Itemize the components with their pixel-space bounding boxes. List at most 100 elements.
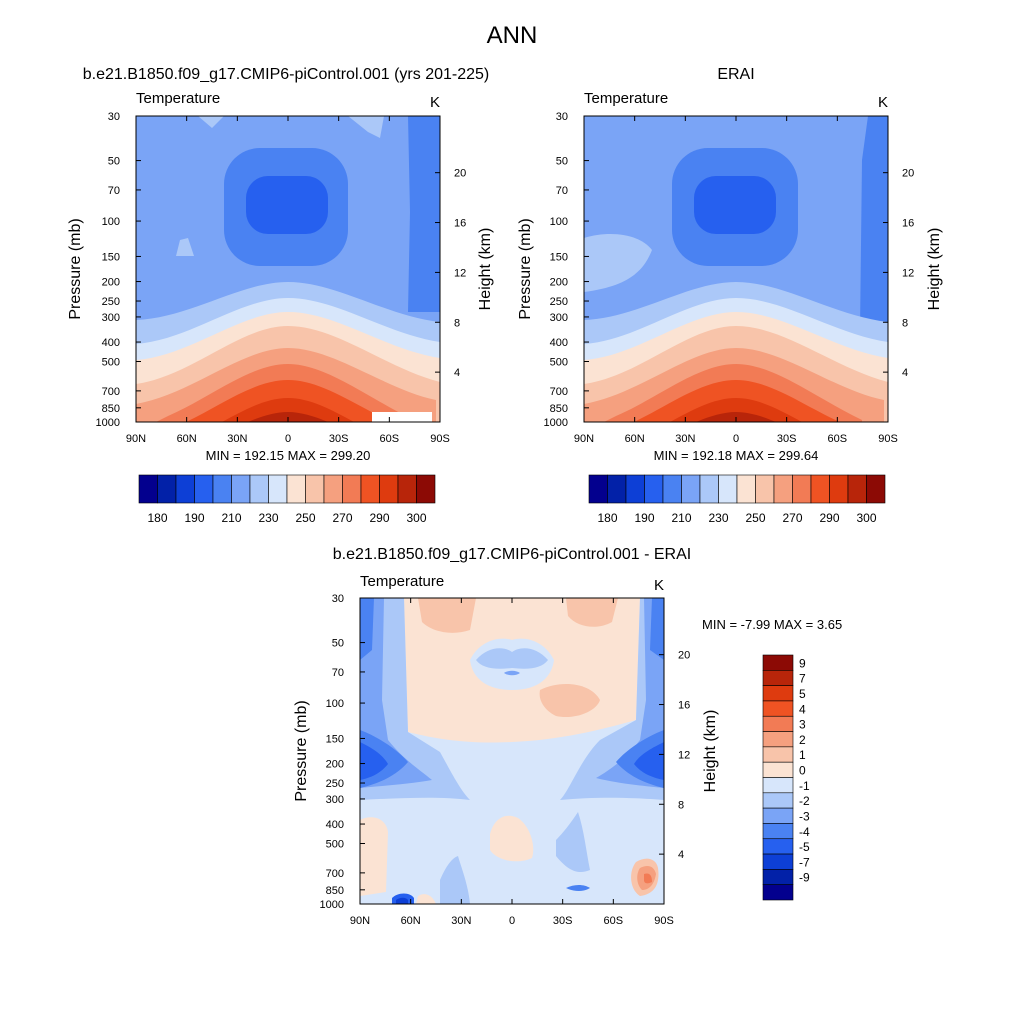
x-tick-label: 60N [401, 915, 421, 927]
min-max-stats: MIN = -7.99 MAX = 3.65 [702, 617, 842, 632]
colorbar-swatch [718, 474, 738, 504]
colorbar-swatch [762, 731, 794, 748]
colorbar-label: 0 [799, 764, 806, 778]
right-tick-label: 12 [454, 267, 466, 279]
y-axis-label: Pressure (mb) [293, 700, 310, 801]
x-tick-label: 0 [509, 915, 515, 927]
colorbar-swatch [755, 474, 775, 504]
colorbar-swatch [607, 474, 627, 504]
x-tick-label: 90N [574, 433, 594, 445]
colorbar-swatch [736, 474, 756, 504]
colorbar-swatch [588, 474, 608, 504]
y-tick-label: 700 [102, 386, 120, 398]
colorbar-swatch [762, 838, 794, 855]
colorbar-label: -4 [799, 825, 810, 839]
y-tick-label: 500 [326, 839, 344, 851]
y-tick-label: 250 [550, 296, 568, 308]
colorbar-swatch [323, 474, 343, 504]
colorbar-swatch [681, 474, 701, 504]
colorbar-label: 230 [258, 511, 278, 525]
colorbar-swatch [762, 823, 794, 840]
y-tick-label: 850 [102, 403, 120, 415]
right-tick-label: 8 [902, 317, 908, 329]
colorbar-swatch [762, 869, 794, 885]
y-tick-label: 500 [102, 357, 120, 369]
colorbar: 9 754 321 0-1-2-3 -4-5-7 -9 [762, 654, 810, 901]
contour-field [584, 116, 888, 422]
colorbar-swatch [829, 474, 849, 504]
variable-label: Temperature [136, 90, 220, 107]
y-axis-right-label: Height (km) [926, 228, 943, 311]
colorbar-swatch [762, 884, 794, 901]
x-tick-label: 60S [380, 433, 400, 445]
y-axis-label: Pressure (mb) [67, 218, 84, 319]
y-tick-label: 250 [102, 296, 120, 308]
right-tick-label: 16 [678, 700, 690, 712]
y-tick-label: 400 [550, 337, 568, 349]
colorbar-label: 3 [799, 718, 806, 732]
colorbar-swatch [249, 474, 269, 504]
colorbar-swatch [762, 761, 794, 778]
y-tick-label: 1000 [544, 417, 568, 429]
min-max-stats: MIN = 192.15 MAX = 299.20 [206, 448, 371, 463]
x-tick-label: 60S [604, 915, 624, 927]
y-tick-label: 850 [550, 403, 568, 415]
colorbar-label: -7 [799, 855, 810, 869]
colorbar-swatch [379, 474, 399, 504]
y-tick-label: 400 [102, 337, 120, 349]
x-tick-label: 0 [733, 433, 739, 445]
min-max-stats: MIN = 192.18 MAX = 299.64 [654, 448, 819, 463]
right-tick-label: 16 [454, 218, 466, 230]
y-tick-label: 150 [102, 251, 120, 263]
colorbar-swatch [175, 474, 195, 504]
units-label: K [430, 94, 440, 111]
colorbar-label: -9 [799, 871, 810, 885]
colorbar-swatch [762, 654, 794, 671]
colorbar-label: 2 [799, 733, 806, 747]
colorbar-swatch [762, 777, 794, 794]
colorbar-swatch [286, 474, 306, 504]
colorbar-swatch [762, 807, 794, 824]
y-tick-label: 300 [326, 794, 344, 806]
colorbar-swatch [360, 474, 380, 504]
y-tick-label: 70 [332, 667, 344, 679]
colorbar-swatch [762, 715, 794, 732]
y-tick-label: 50 [108, 156, 120, 168]
colorbar-swatch [416, 474, 436, 504]
colorbar-swatch [644, 474, 664, 504]
colorbar-label: -2 [799, 794, 810, 808]
colorbar-label: 4 [799, 702, 806, 716]
y-tick-label: 30 [556, 111, 568, 123]
colorbar-label: 190 [184, 511, 204, 525]
y-tick-label: 1000 [320, 899, 344, 911]
x-tick-label: 60S [828, 433, 848, 445]
contour-field [136, 116, 440, 422]
colorbar-label: 1 [799, 748, 806, 762]
y-tick-label: 300 [550, 312, 568, 324]
colorbar-swatch [268, 474, 288, 504]
right-tick-label: 20 [678, 650, 690, 662]
right-tick-label: 20 [454, 168, 466, 180]
colorbar-swatch [762, 700, 794, 717]
y-tick-label: 100 [102, 216, 120, 228]
y-tick-label: 50 [332, 638, 344, 650]
y-tick-label: 850 [326, 885, 344, 897]
colorbar-label: -3 [799, 809, 810, 823]
x-tick-label: 90N [126, 433, 146, 445]
colorbar-swatch [810, 474, 830, 504]
y-tick-label: 700 [326, 868, 344, 880]
colorbar-label: 250 [745, 511, 765, 525]
colorbar-swatch [699, 474, 719, 504]
colorbar-swatch [625, 474, 645, 504]
colorbar-swatch [762, 685, 794, 702]
colorbar-label: 180 [597, 511, 617, 525]
y-axis-label: Pressure (mb) [517, 218, 534, 319]
y-tick-label: 150 [326, 733, 344, 745]
y-tick-label: 200 [550, 277, 568, 289]
colorbar-label: 250 [295, 511, 315, 525]
colorbar-label: 5 [799, 687, 806, 701]
colorbar-swatch [866, 474, 886, 504]
y-tick-label: 200 [102, 277, 120, 289]
colorbar-label: 270 [782, 511, 802, 525]
right-tick-label: 16 [902, 218, 914, 230]
